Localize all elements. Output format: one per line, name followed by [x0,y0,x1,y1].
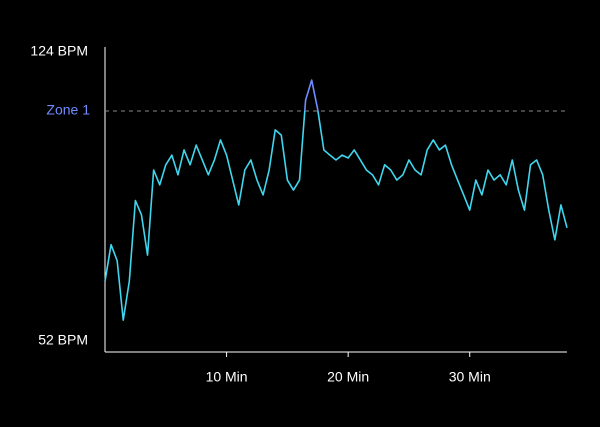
zone-label: Zone 1 [46,102,90,118]
heart-rate-line [104,79,568,321]
x-tick-label: 10 Min [206,369,248,385]
y-tick-label: 124 BPM [30,43,88,59]
x-tick-label: 20 Min [327,369,369,385]
y-tick-label: 52 BPM [38,332,88,348]
x-tick-label: 30 Min [449,369,491,385]
